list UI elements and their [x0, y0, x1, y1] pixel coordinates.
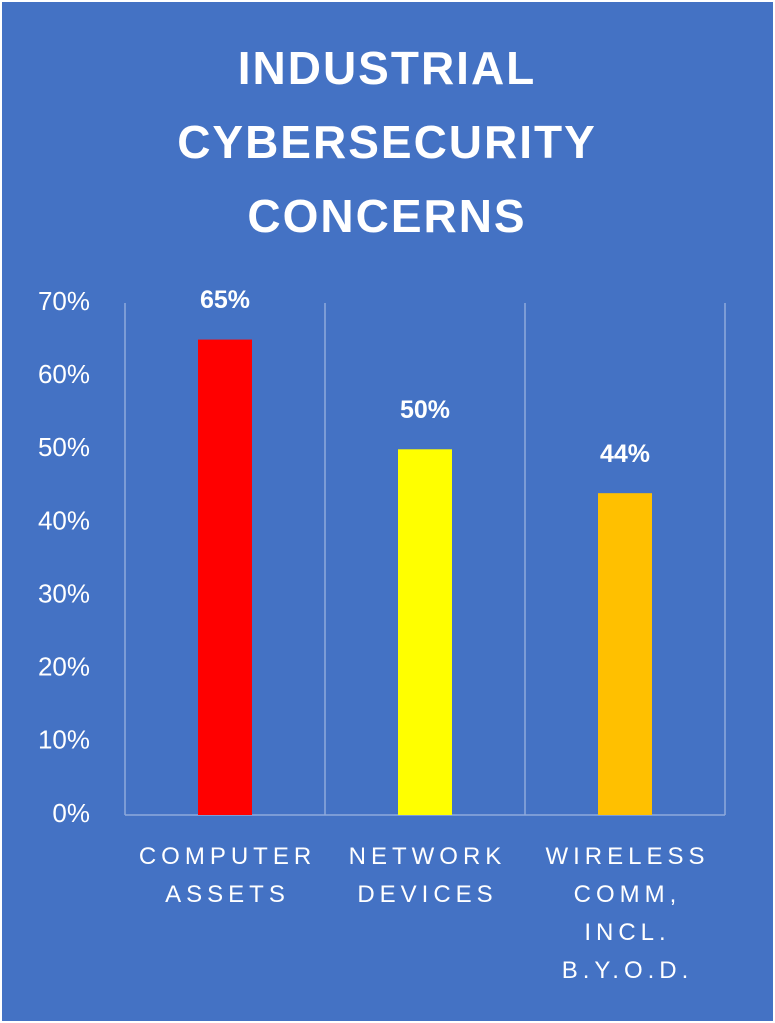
bar	[198, 339, 252, 815]
y-tick-label: 40%	[38, 505, 90, 535]
data-label: 50%	[400, 396, 450, 424]
bar	[598, 493, 652, 815]
y-tick-label: 30%	[38, 578, 90, 608]
y-tick-label: 70%	[38, 286, 90, 316]
chart-title: INDUSTRIAL CYBERSECURITY CONCERNS	[177, 42, 597, 242]
x-tick-label: WIRELESS COMM, INCL. B.Y.O.D.	[545, 843, 709, 984]
x-tick-label: COMPUTER ASSETS	[139, 843, 316, 908]
y-tick-label: 0%	[52, 798, 90, 828]
data-label: 65%	[200, 286, 250, 314]
y-tick-label: 50%	[38, 432, 90, 462]
data-label: 44%	[600, 440, 650, 468]
y-tick-label: 60%	[38, 359, 90, 389]
x-tick-label: NETWORK DEVICES	[349, 843, 507, 908]
y-tick-label: 20%	[38, 652, 90, 682]
y-tick-label: 10%	[38, 725, 90, 755]
bar	[398, 449, 452, 815]
